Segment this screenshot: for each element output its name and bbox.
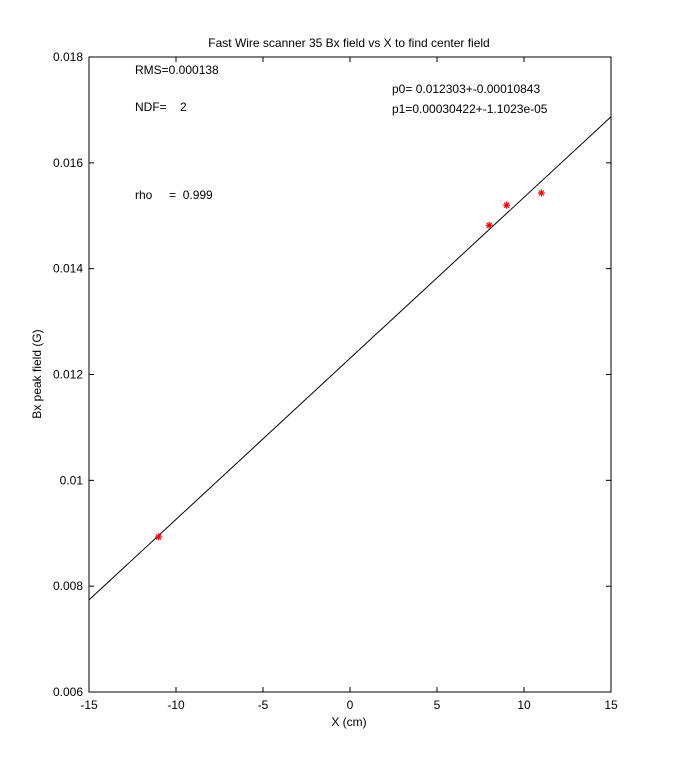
- fit-line: [88, 116, 612, 601]
- y-tick-label: 0.006: [53, 685, 83, 699]
- annotation-rms: RMS=0.000138: [135, 63, 219, 77]
- x-tick-label: 0: [347, 698, 354, 712]
- data-point: [155, 533, 163, 541]
- y-tick-label: 0.018: [53, 50, 83, 64]
- x-tick-label: 10: [517, 698, 531, 712]
- x-tick-label: -5: [258, 698, 269, 712]
- y-tick-label: 0.012: [53, 368, 83, 382]
- x-tick-labels: -15 -10 -5 0 5 10 15: [80, 698, 618, 712]
- y-tick-label: 0.008: [53, 579, 83, 593]
- annotation-rho: rho = 0.999: [135, 188, 213, 202]
- plot-area: [88, 56, 612, 693]
- x-tick-label: -15: [80, 698, 98, 712]
- x-tick-label: 15: [604, 698, 618, 712]
- y-tick-label: 0.01: [60, 473, 84, 487]
- axis-ticks: [88, 56, 612, 693]
- annotation-p0: p0= 0.012303+-0.00010843: [392, 82, 540, 96]
- x-tick-label: 5: [434, 698, 441, 712]
- x-axis-label: X (cm): [331, 715, 366, 729]
- data-point: [503, 201, 511, 209]
- series-markers: [155, 189, 545, 541]
- x-tick-label: -10: [167, 698, 185, 712]
- chart-title: Fast Wire scanner 35 Bx field vs X to fi…: [208, 36, 489, 50]
- y-axis-label: Bx peak field (G): [30, 329, 44, 418]
- data-point: [537, 189, 545, 197]
- y-tick-label: 0.016: [53, 156, 83, 170]
- data-point: [485, 221, 493, 229]
- annotation-ndf: NDF= 2: [135, 100, 187, 114]
- y-tick-labels: 0.006 0.008 0.01 0.012 0.014 0.016 0.018: [53, 50, 83, 699]
- y-tick-label: 0.014: [53, 262, 83, 276]
- annotation-p1: p1=0.00030422+-1.1023e-05: [392, 102, 548, 116]
- series-lines: [88, 116, 612, 601]
